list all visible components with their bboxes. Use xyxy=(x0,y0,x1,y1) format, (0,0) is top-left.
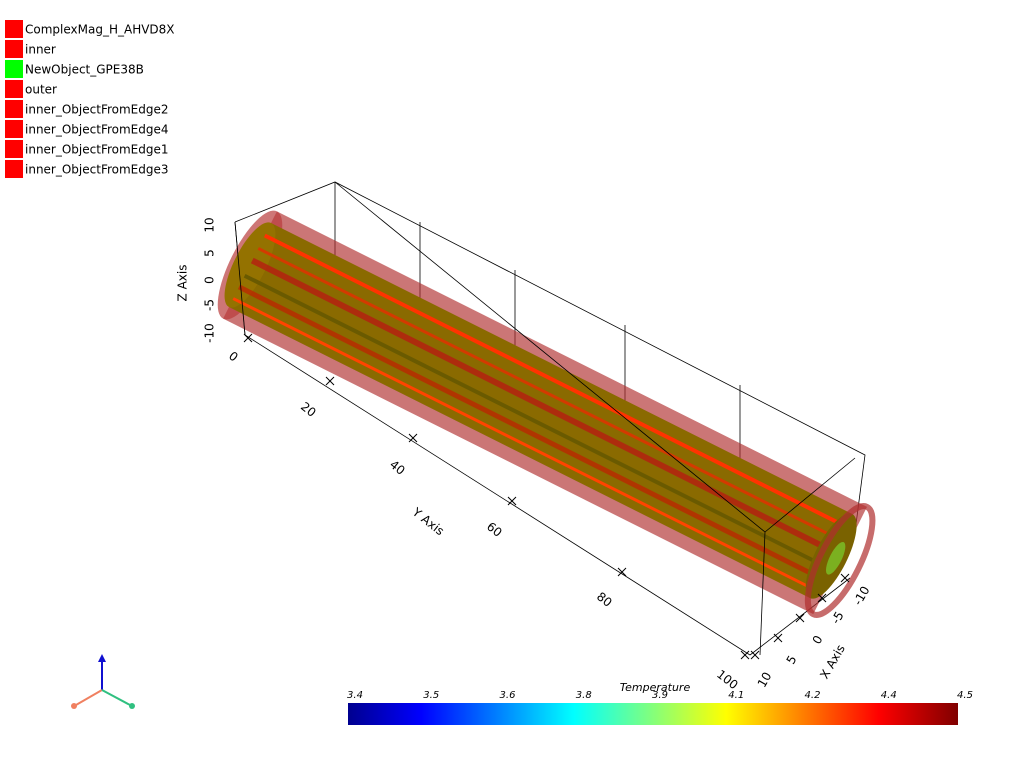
legend-label: inner_ObjectFromEdge4 xyxy=(25,123,169,137)
y-tick-label: 20 xyxy=(298,399,319,419)
x-tick-label: -5 xyxy=(829,609,847,626)
z-tick-label: 0 xyxy=(203,276,217,284)
z-axis-label: Z Axis xyxy=(176,265,190,302)
colorbar-tick-label: 4.4 xyxy=(881,690,897,701)
colorbar-tick-label: 4.5 xyxy=(957,690,973,701)
tick-cross xyxy=(507,496,517,506)
y-tick-label: 100 xyxy=(714,667,741,692)
z-tick-label: -5 xyxy=(203,299,217,311)
legend-label: inner_ObjectFromEdge1 xyxy=(25,143,169,157)
colorbar-tick-label: 4.1 xyxy=(728,690,744,701)
y-tick-label: 60 xyxy=(484,519,505,539)
colorbar-tick-label: 3.8 xyxy=(576,690,592,701)
tick-cross xyxy=(795,613,805,623)
legend-label: outer xyxy=(25,83,57,97)
legend-label: NewObject_GPE38B xyxy=(25,63,144,77)
legend-swatch xyxy=(5,100,23,118)
colorbar-tick-label: 3.9 xyxy=(652,690,668,701)
tick-cross xyxy=(740,650,750,660)
orientation-widget xyxy=(71,654,135,709)
legend-swatch xyxy=(5,80,23,98)
tick-cross xyxy=(325,376,335,386)
legend-label: inner_ObjectFromEdge2 xyxy=(25,103,169,117)
tick-cross xyxy=(840,573,850,583)
y-axis-label: Y Axis xyxy=(409,504,447,538)
colorbar-tick-label: 3.4 xyxy=(347,690,363,701)
colorbar-title: Temperature xyxy=(620,681,691,694)
tick-cross xyxy=(617,567,627,577)
colorbar xyxy=(348,703,958,725)
legend-swatch xyxy=(5,160,23,178)
z-tick-label: 5 xyxy=(203,249,217,257)
x-axis-label: X Axis xyxy=(817,642,848,681)
bounding-box xyxy=(234,181,866,656)
legend-swatch xyxy=(5,40,23,58)
colorbar-tick-label: 3.5 xyxy=(423,690,439,701)
legend-swatch xyxy=(5,120,23,138)
x-tick-label: 10 xyxy=(755,670,775,690)
tick-cross xyxy=(750,650,760,660)
tick-cross xyxy=(773,633,783,643)
y-tick-label: 0 xyxy=(226,349,241,365)
legend-label: inner xyxy=(25,43,56,57)
cylinder xyxy=(217,210,876,618)
tick-cross xyxy=(817,593,827,603)
z-tick-label: 10 xyxy=(203,217,217,232)
tick-cross xyxy=(243,333,253,343)
tick-cross xyxy=(408,433,418,443)
legend-swatch xyxy=(5,60,23,78)
z-tick-label: -10 xyxy=(203,323,217,343)
colorbar-tick-label: 4.2 xyxy=(805,690,821,701)
legend-label: inner_ObjectFromEdge3 xyxy=(25,163,169,177)
x-tick-label: -10 xyxy=(851,584,873,608)
x-tick-label: 5 xyxy=(784,653,800,667)
colorbar-tick-label: 3.6 xyxy=(500,690,516,701)
y-tick-label: 80 xyxy=(594,589,615,609)
legend-swatch xyxy=(5,20,23,38)
y-tick-label: 40 xyxy=(387,457,408,477)
x-tick-label: 0 xyxy=(810,633,826,647)
legend-label: ComplexMag_H_AHVD8X xyxy=(25,23,175,37)
legend-swatch xyxy=(5,140,23,158)
